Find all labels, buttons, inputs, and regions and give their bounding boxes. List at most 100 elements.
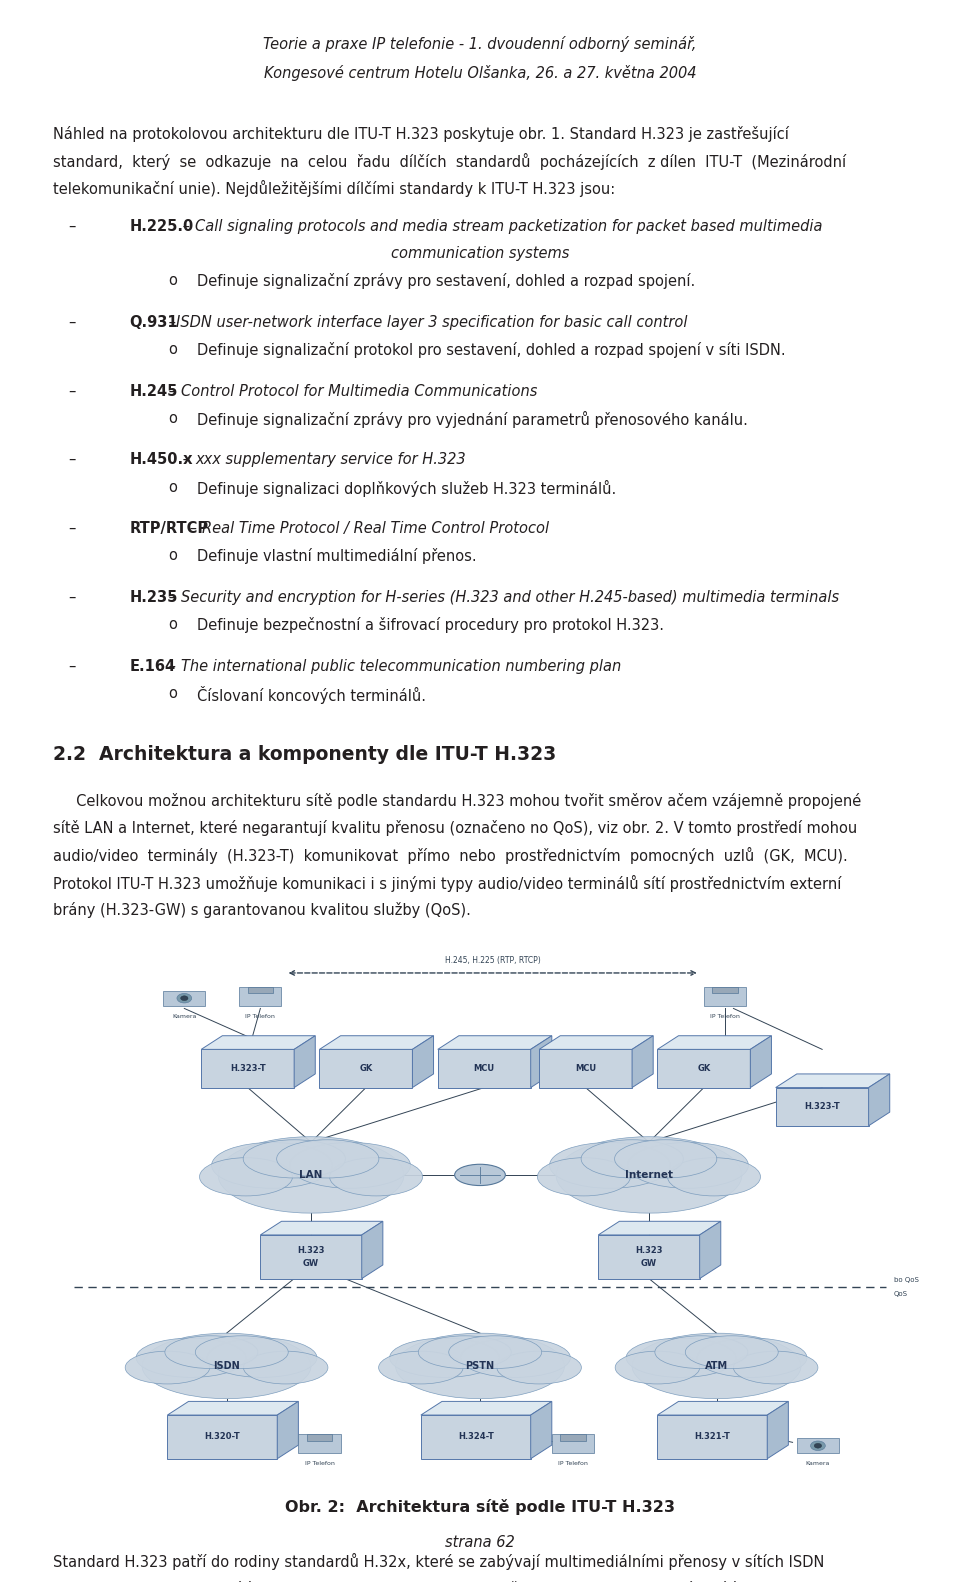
Text: H.245: H.245 (130, 383, 178, 399)
Text: bo QoS: bo QoS (894, 1277, 919, 1283)
Polygon shape (540, 1036, 653, 1049)
Polygon shape (438, 1049, 531, 1087)
Ellipse shape (244, 1351, 328, 1384)
Text: H.235: H.235 (130, 590, 178, 604)
Text: audio/video  terminály  (H.323-T)  komunikovat  přímo  nebo  prostřednictvím  po: audio/video terminály (H.323-T) komuniko… (53, 848, 848, 864)
Text: GW: GW (303, 1259, 319, 1267)
Ellipse shape (218, 1137, 404, 1213)
Ellipse shape (165, 1335, 258, 1368)
Polygon shape (751, 1036, 772, 1087)
Text: Call signaling protocols and media stream packetization for packet based multime: Call signaling protocols and media strea… (195, 218, 823, 234)
Text: IP Telefon: IP Telefon (710, 1014, 740, 1019)
Polygon shape (632, 1036, 653, 1087)
Polygon shape (260, 1236, 362, 1278)
Ellipse shape (538, 1158, 631, 1196)
Ellipse shape (626, 1338, 736, 1378)
Polygon shape (658, 1036, 772, 1049)
Text: H.450.x: H.450.x (130, 452, 193, 467)
Text: sítě LAN a Internet, které negarantují kvalitu přenosu (označeno no QoS), viz ob: sítě LAN a Internet, které negarantují k… (53, 819, 857, 837)
Text: –: – (68, 658, 76, 674)
Ellipse shape (195, 1335, 288, 1368)
Text: Kamera: Kamera (172, 1014, 197, 1019)
Text: H.324-T: H.324-T (458, 1432, 493, 1441)
Text: Obr. 2:  Architektura sítě podle ITU-T H.323: Obr. 2: Architektura sítě podle ITU-T H.… (285, 1498, 675, 1514)
Text: o: o (168, 687, 177, 701)
Text: o: o (168, 342, 177, 358)
Ellipse shape (497, 1351, 582, 1384)
Text: o: o (168, 479, 177, 495)
Text: H.321-T: H.321-T (694, 1432, 731, 1441)
Polygon shape (658, 1049, 751, 1087)
Polygon shape (362, 1221, 383, 1278)
Ellipse shape (243, 1139, 346, 1179)
Text: o: o (168, 617, 177, 633)
Text: o: o (168, 549, 177, 563)
Ellipse shape (581, 1139, 684, 1179)
Text: xxx supplementary service for H.323: xxx supplementary service for H.323 (195, 452, 466, 467)
Polygon shape (776, 1074, 890, 1087)
Polygon shape (202, 1049, 294, 1087)
Ellipse shape (685, 1335, 779, 1368)
Polygon shape (163, 990, 205, 1006)
Text: –: – (68, 452, 76, 467)
Ellipse shape (390, 1338, 499, 1378)
Text: Protokol ITU-T H.323 umožňuje komunikaci i s jinými typy audio/video terminálů s: Protokol ITU-T H.323 umožňuje komunikaci… (53, 875, 841, 892)
Text: –: – (178, 218, 195, 234)
Text: –: – (68, 315, 76, 329)
Text: –: – (68, 383, 76, 399)
Text: H.225.0: H.225.0 (130, 218, 194, 234)
Polygon shape (531, 1402, 552, 1459)
Text: GK: GK (359, 1065, 372, 1073)
Text: IP Telefon: IP Telefon (558, 1462, 588, 1467)
Polygon shape (700, 1221, 721, 1278)
Polygon shape (307, 1435, 332, 1441)
Text: E.164: E.164 (130, 658, 176, 674)
Text: –: – (164, 315, 177, 329)
Polygon shape (704, 987, 746, 1006)
Polygon shape (540, 1049, 632, 1087)
Polygon shape (294, 1036, 315, 1087)
Text: Real Time Protocol / Real Time Control Protocol: Real Time Protocol / Real Time Control P… (203, 520, 549, 536)
Text: H.323: H.323 (636, 1245, 662, 1255)
Polygon shape (420, 1414, 531, 1459)
Text: Internet: Internet (625, 1171, 673, 1180)
Polygon shape (420, 1402, 552, 1414)
Text: –: – (164, 590, 180, 604)
Ellipse shape (448, 1335, 541, 1368)
Ellipse shape (180, 995, 188, 1000)
Text: –: – (185, 520, 202, 536)
Text: H.245, H.225 (RTP, RTCP): H.245, H.225 (RTP, RTCP) (444, 956, 540, 965)
Ellipse shape (615, 1351, 700, 1384)
Text: H.323-T: H.323-T (229, 1065, 266, 1073)
Ellipse shape (461, 1338, 570, 1378)
Polygon shape (438, 1036, 552, 1049)
Ellipse shape (549, 1142, 670, 1188)
Text: Teorie a praxe IP telefonie - 1. dvoudenní odborný seminář,: Teorie a praxe IP telefonie - 1. dvouden… (263, 36, 697, 52)
Text: GW: GW (641, 1259, 657, 1267)
Polygon shape (552, 1435, 594, 1454)
Polygon shape (531, 1036, 552, 1087)
Polygon shape (320, 1036, 434, 1049)
Text: telekomunikační unie). Nejdůležitějšími dílčími standardy k ITU-T H.323 jsou:: telekomunikační unie). Nejdůležitějšími … (53, 180, 615, 198)
Polygon shape (712, 987, 737, 993)
Polygon shape (413, 1036, 434, 1087)
Ellipse shape (632, 1334, 801, 1398)
Ellipse shape (211, 1142, 332, 1188)
Ellipse shape (290, 1142, 411, 1188)
Text: Náhled na protokolovou architekturu dle ITU-T H.323 poskytuje obr. 1. Standard H: Náhled na protokolovou architekturu dle … (53, 127, 789, 142)
Text: RTP/RTCP: RTP/RTCP (130, 520, 208, 536)
Text: –: – (164, 658, 180, 674)
Ellipse shape (142, 1334, 311, 1398)
Polygon shape (598, 1236, 700, 1278)
Ellipse shape (419, 1335, 512, 1368)
Text: brány (H.323-GW) s garantovanou kvalitou služby (QoS).: brány (H.323-GW) s garantovanou kvalitou… (53, 902, 470, 918)
Text: ATM: ATM (705, 1361, 728, 1372)
Ellipse shape (556, 1137, 742, 1213)
Text: –: – (68, 218, 76, 234)
Polygon shape (869, 1074, 890, 1126)
Text: Definuje bezpečnostní a šifrovací procedury pro protokol H.323.: Definuje bezpečnostní a šifrovací proced… (197, 617, 663, 633)
Text: Standard H.323 patří do rodiny standardů H.32x, které se zabývají multimediálním: Standard H.323 patří do rodiny standardů… (53, 1554, 825, 1571)
Text: o: o (168, 274, 177, 288)
Text: H.323-T: H.323-T (804, 1103, 840, 1111)
Polygon shape (561, 1435, 586, 1441)
